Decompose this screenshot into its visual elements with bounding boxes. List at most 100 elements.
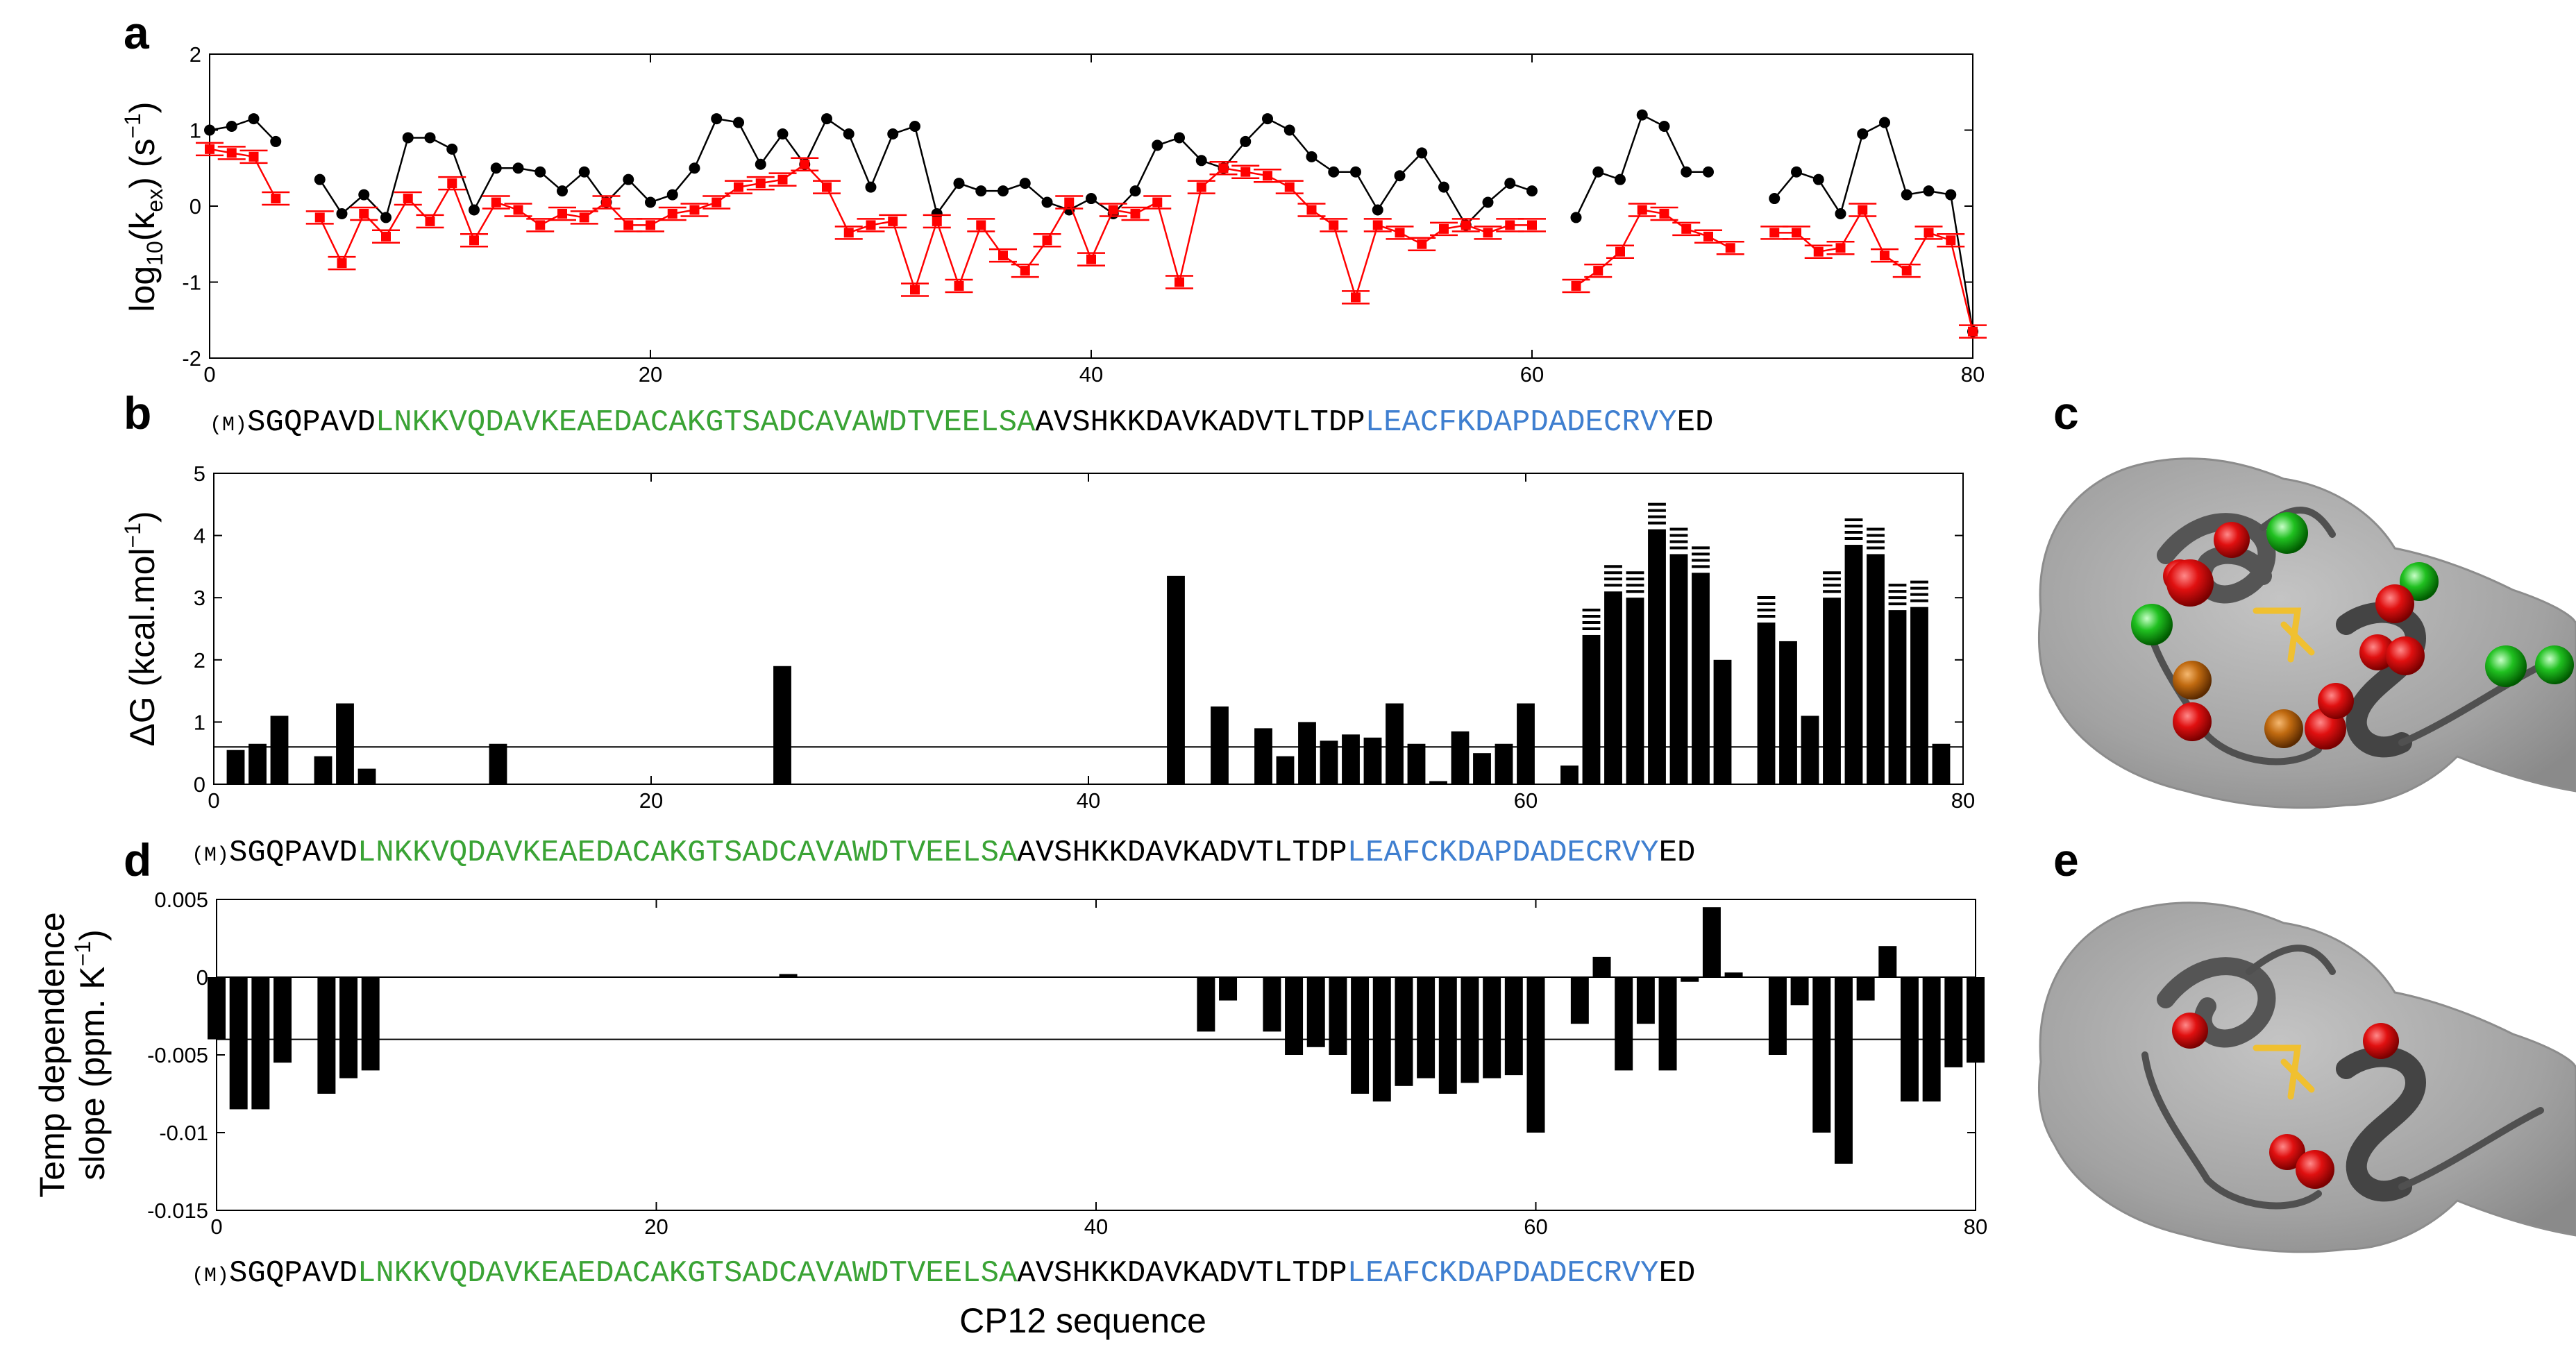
bar [1910, 607, 1928, 784]
data-point-red [1284, 182, 1295, 192]
data-point-black [1041, 196, 1053, 208]
y-tick-label: 0 [196, 965, 208, 990]
data-point-black [1658, 121, 1670, 133]
data-point-red [579, 212, 589, 223]
x-tick-label: 0 [203, 362, 215, 387]
residue-sphere-red [2214, 522, 2250, 558]
series-line-red [319, 163, 1532, 301]
disulfide-c [2253, 607, 2315, 663]
bar [1724, 972, 1743, 977]
data-point-black [1372, 204, 1383, 216]
data-point-black [843, 128, 855, 139]
data-point-red [734, 182, 743, 192]
data-point-red [1020, 266, 1030, 276]
data-point-black [1306, 151, 1318, 162]
data-point-red [888, 216, 898, 226]
chart-d: 0 20 40 60 80 -0.015 -0.01 -0.005 0 0.005 Temp de… [33, 888, 1987, 1239]
structure-image-c [2037, 457, 2576, 809]
bar [1570, 977, 1589, 1024]
data-point-red [314, 212, 325, 223]
bar [1407, 743, 1426, 784]
data-point-red [822, 182, 832, 192]
y-tick-label: 0.005 [154, 888, 208, 912]
bar [336, 703, 354, 784]
residue-sphere-green [2485, 645, 2527, 687]
bar [226, 750, 245, 784]
data-point-red [1571, 280, 1581, 291]
bar [357, 768, 376, 784]
sequence-row-bottom: (M)SGQPAVDLNKKVQDAVKEAEDACAKGTSADCAVAWDT… [192, 1256, 1695, 1291]
residue-sphere-red [2359, 634, 2396, 670]
y-tick-label: 1 [190, 119, 201, 143]
bar [1713, 659, 1732, 784]
data-point-red [1439, 223, 1449, 234]
data-point-black [1019, 178, 1031, 189]
panel-letter-b: b [124, 387, 151, 439]
bar [1768, 977, 1787, 1055]
x-tick-label: 60 [1520, 362, 1544, 387]
sequence-row-d: (M)SGQPAVDLNKKVQDAVKEAEDACAKGTSADCAVAWDT… [192, 836, 1695, 870]
data-point-red [1240, 167, 1251, 177]
data-point-red [910, 285, 920, 295]
data-point-red [1306, 205, 1317, 215]
bar [1582, 634, 1601, 784]
series-line-black [1575, 113, 1708, 218]
x-tick-label: 80 [1961, 362, 1985, 387]
y-tick-label: -0.01 [159, 1121, 208, 1145]
data-point-red [337, 258, 347, 269]
bar [1363, 737, 1382, 784]
data-point-red [1792, 228, 1801, 238]
bar [1888, 610, 1907, 784]
residue-sphere-green [2535, 645, 2574, 684]
panel-letter-a: a [124, 7, 150, 58]
bar [1967, 977, 1985, 1063]
data-point-black [1879, 117, 1890, 128]
residue-sphere-red [2269, 1134, 2305, 1170]
data-point-black [777, 128, 789, 139]
data-point-red [777, 174, 788, 185]
bar [229, 977, 248, 1110]
data-point-black [1262, 113, 1273, 125]
data-point-black [1857, 128, 1869, 139]
x-tick-label: 60 [1514, 788, 1538, 813]
x-tick-label: 20 [639, 788, 663, 813]
bar [1944, 977, 1963, 1067]
bar [1285, 977, 1304, 1055]
data-point-red [205, 144, 214, 154]
data-point-black [270, 135, 282, 147]
data-point-red [1218, 163, 1229, 174]
y-tick-label: 5 [194, 462, 205, 486]
bar [773, 666, 791, 784]
data-point-black [402, 132, 414, 144]
x-tick-label: 60 [1524, 1215, 1547, 1239]
bar [361, 977, 380, 1071]
bar [1615, 977, 1633, 1071]
data-point-red [932, 216, 942, 226]
data-point-red [1835, 243, 1846, 253]
residue-sphere-red [2375, 584, 2414, 623]
bar [251, 977, 270, 1110]
bar [1395, 977, 1413, 1086]
bar [1932, 743, 1951, 784]
data-point-black [1129, 185, 1141, 197]
data-point-red [667, 208, 677, 219]
data-point-red [1064, 197, 1075, 208]
data-point-red [1175, 277, 1184, 287]
data-point-black [1438, 181, 1449, 193]
residue-sphere-red [2318, 683, 2354, 719]
data-point-black [733, 117, 744, 128]
bar [1517, 703, 1535, 784]
bar [1692, 573, 1710, 784]
bar [1669, 554, 1688, 784]
data-point-red [1527, 220, 1537, 230]
bar [1219, 977, 1238, 1001]
sequence-row-b: (M)SGQPAVDLNKKVQDAVKEAEDACAKGTSADCAVAWDT… [210, 405, 1713, 440]
data-point-red [954, 280, 964, 291]
data-point-red [976, 220, 986, 230]
bar [208, 977, 226, 1040]
data-point-red [1395, 228, 1405, 238]
bar [1197, 977, 1215, 1032]
data-point-black [1350, 166, 1361, 178]
bar [489, 743, 507, 784]
data-point-red [1108, 205, 1118, 215]
